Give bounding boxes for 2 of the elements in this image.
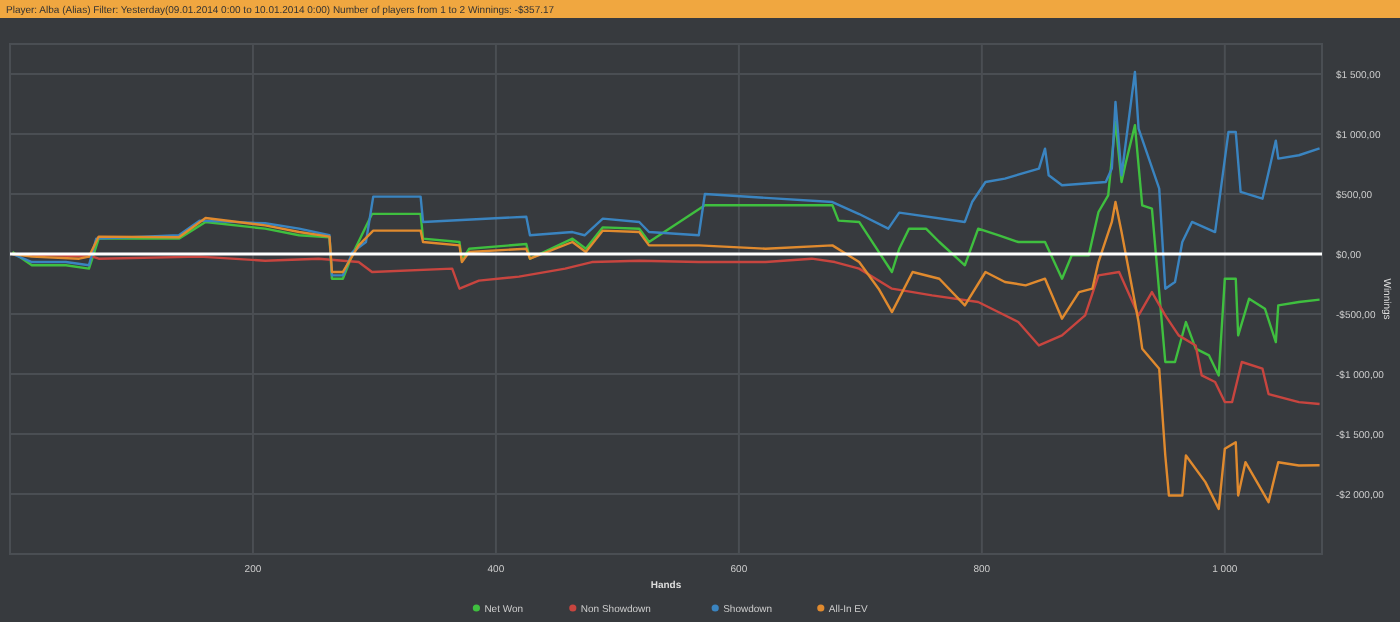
line-series [11, 120, 1321, 377]
line-series [11, 70, 1321, 290]
